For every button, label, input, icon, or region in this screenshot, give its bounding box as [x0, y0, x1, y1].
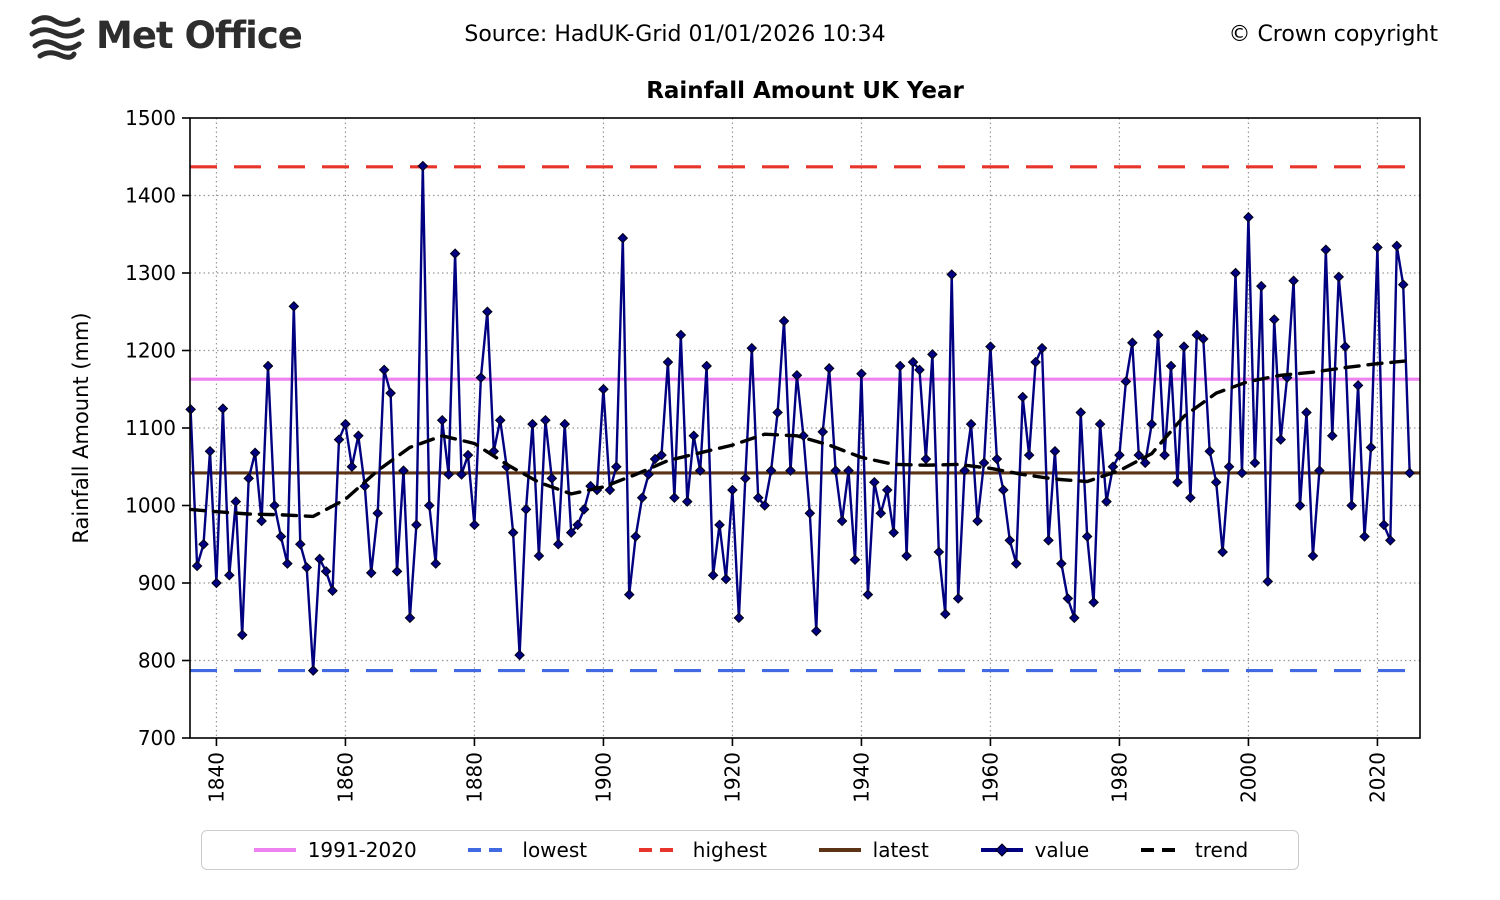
legend-label: 1991-2020	[307, 838, 417, 862]
x-tick-label: 1900	[591, 752, 615, 803]
chart-title: Rainfall Amount UK Year	[646, 78, 964, 104]
legend-swatch-1991-2020-icon	[253, 848, 296, 852]
source-timestamp-text: Source: HadUK-Grid 01/01/2026 10:34	[464, 22, 886, 47]
legend-swatch-lowest-icon	[468, 848, 511, 852]
y-tick-label: 1500	[125, 106, 176, 130]
x-tick-label: 1960	[978, 752, 1002, 803]
legend-swatch-trend-icon	[1140, 848, 1183, 852]
legend-swatch-highest-icon	[638, 848, 681, 852]
y-tick-label: 1200	[125, 339, 176, 363]
legend-item-value: value	[979, 838, 1090, 862]
legend-item-lowest: lowest	[466, 838, 587, 862]
x-tick-label: 1880	[462, 752, 486, 803]
x-tick-label: 1980	[1107, 752, 1131, 803]
met-office-waves-icon	[29, 15, 85, 60]
y-tick-label: 1400	[125, 184, 176, 208]
legend-item-highest: highest	[637, 838, 767, 862]
x-tick-label: 2000	[1236, 752, 1260, 803]
legend-label: latest	[872, 838, 929, 862]
crown-copyright-text: © Crown copyright	[1228, 22, 1438, 47]
x-tick-label: 2020	[1365, 752, 1389, 803]
y-tick-label: 700	[138, 726, 176, 750]
y-axis-title: Rainfall Amount (mm)	[69, 312, 93, 543]
trend-line	[188, 358, 1412, 519]
value-line	[189, 164, 1411, 672]
y-tick-label: 1000	[125, 494, 176, 518]
legend-label: value	[1034, 838, 1090, 862]
y-tick-label: 1100	[125, 416, 176, 440]
met-office-logo-text: Met Office	[96, 13, 303, 57]
y-tick-label: 900	[138, 571, 176, 595]
y-tick-label: 1300	[125, 261, 176, 285]
legend-label: trend	[1194, 838, 1249, 862]
x-tick-label: 1920	[720, 752, 744, 803]
x-tick-label: 1940	[849, 752, 873, 803]
legend-swatch-latest-icon	[818, 848, 861, 852]
legend-item-latest: latest	[817, 838, 929, 862]
x-tick-label: 1860	[333, 752, 357, 803]
legend-item-1991-2020: 1991-2020	[252, 838, 417, 862]
y-tick-label: 800	[138, 649, 176, 673]
legend-item-trend: trend	[1139, 838, 1248, 862]
legend-label: lowest	[522, 838, 588, 862]
legend-label: highest	[692, 838, 767, 862]
met-office-logo: Met Office	[28, 10, 303, 60]
chart-legend: 1991-2020 lowest highest latest value trend	[201, 830, 1299, 870]
legend-swatch-value-icon	[980, 843, 1023, 857]
x-tick-label: 1840	[204, 752, 228, 803]
